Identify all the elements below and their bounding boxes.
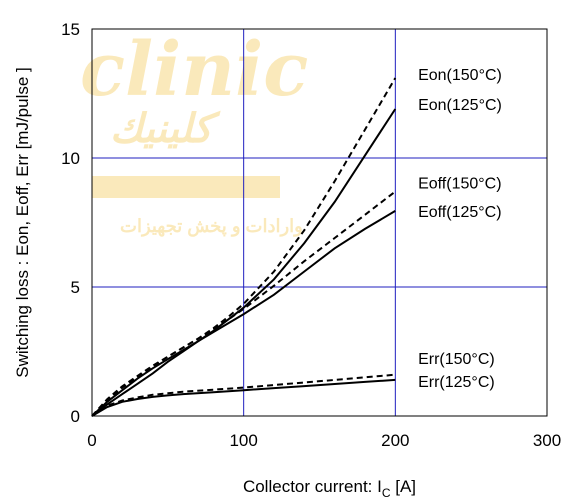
series-line-eoff-150-c- xyxy=(91,190,396,417)
x-axis-label-main: Collector current: I xyxy=(243,477,382,496)
series-labels: Eon(150°C) Eon(125°C) Eoff(150°C) Eoff(125°… xyxy=(418,67,502,391)
y-tick-label: 10 xyxy=(61,149,80,168)
x-axis-label-sub: C xyxy=(382,486,391,500)
plot-frame xyxy=(91,28,548,417)
y-tick-label: 0 xyxy=(71,407,80,426)
series-label: Eon(125°C) xyxy=(418,97,502,114)
series-label: Err(125°C) xyxy=(418,374,495,391)
series-label: Eoff(150°C) xyxy=(418,176,501,193)
x-tick-label: 300 xyxy=(533,431,561,450)
watermark-latin: clinic xyxy=(80,27,308,113)
series-line-eoff-125-c- xyxy=(91,210,396,417)
x-axis-label-unit: [A] xyxy=(391,477,417,496)
tick-labels: 0 100 200 300 0 5 10 15 xyxy=(61,20,561,450)
series-label: Eon(150°C) xyxy=(418,67,502,84)
y-tick-label: 5 xyxy=(71,278,80,297)
series-line-err-150-c- xyxy=(91,373,396,417)
watermark-arabic-1: كلينيك xyxy=(110,105,221,152)
y-tick-label: 15 xyxy=(61,20,80,39)
y-axis-label: Switching loss : Eon, Eoff, Err [mJ/puls… xyxy=(13,67,32,378)
watermark: clinic كلينيك وارادات و پخش تجهیزات xyxy=(80,27,308,237)
x-tick-label: 100 xyxy=(229,431,257,450)
series-line-err-125-c- xyxy=(91,378,396,417)
grid xyxy=(92,29,547,416)
series-label: Err(150°C) xyxy=(418,351,495,368)
watermark-band xyxy=(92,176,280,198)
series-lines xyxy=(91,77,397,417)
series-label: Eoff(125°C) xyxy=(418,204,501,221)
x-axis-label: Collector current: IC [A] xyxy=(243,477,416,500)
x-tick-label: 200 xyxy=(381,431,409,450)
watermark-arabic-2: وارادات و پخش تجهیزات xyxy=(120,216,303,237)
x-tick-label: 0 xyxy=(87,431,96,450)
